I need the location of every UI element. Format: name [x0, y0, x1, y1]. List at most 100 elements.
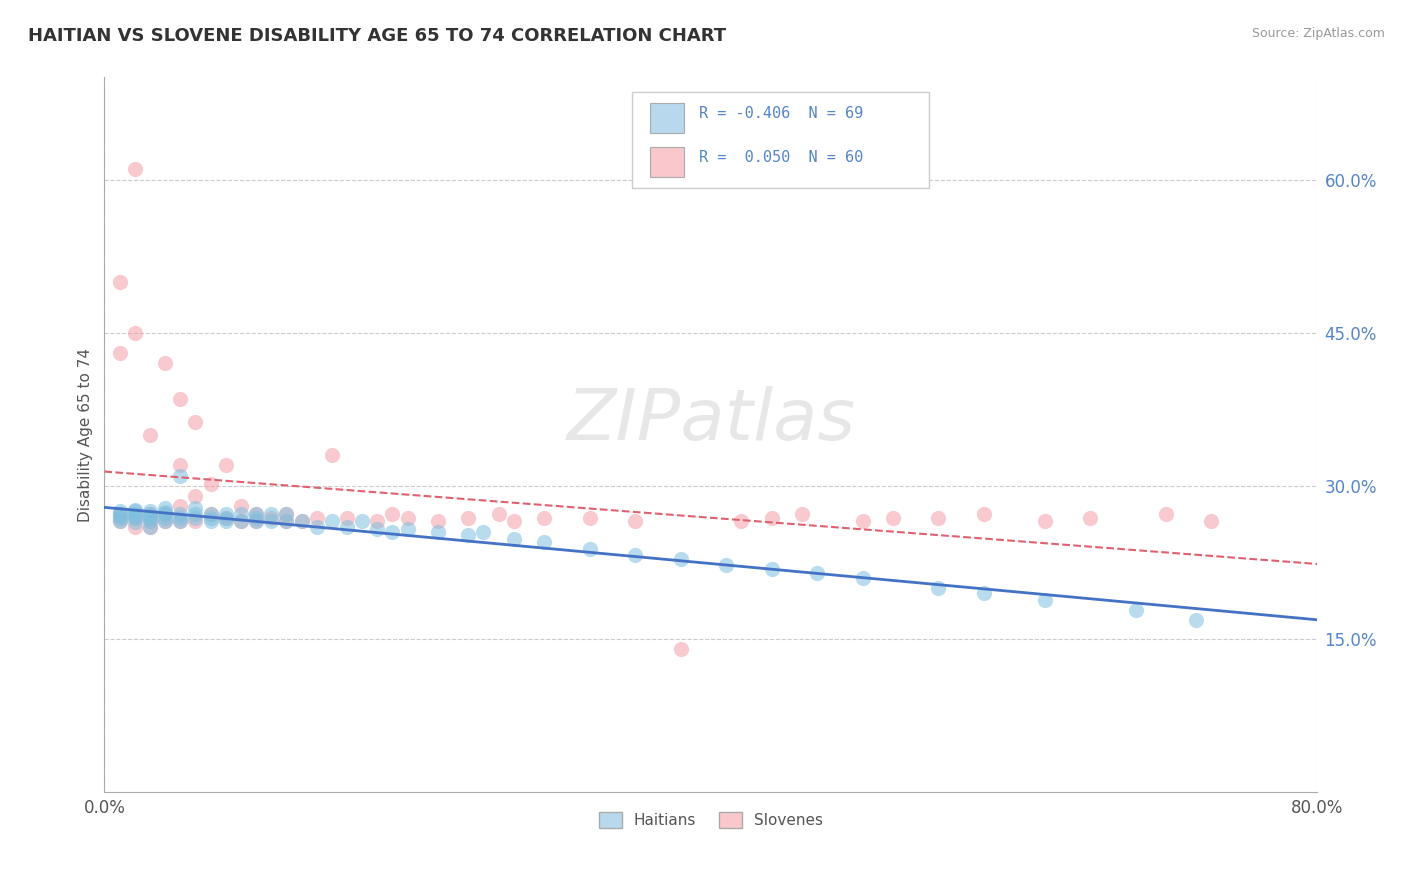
Point	[215, 515, 238, 529]
Point	[124, 162, 146, 177]
Point	[321, 515, 343, 529]
Point	[290, 515, 312, 529]
Point	[624, 515, 647, 529]
Point	[169, 515, 191, 529]
Point	[169, 392, 191, 406]
Point	[502, 532, 524, 546]
Point	[124, 509, 146, 524]
Point	[108, 509, 131, 524]
Point	[290, 515, 312, 529]
Point	[336, 519, 359, 533]
Point	[457, 527, 479, 541]
Point	[139, 515, 162, 529]
Point	[139, 427, 162, 442]
Point	[352, 515, 374, 529]
Point	[321, 448, 343, 462]
Point	[139, 508, 162, 522]
Point	[761, 562, 783, 576]
Point	[276, 508, 298, 522]
Point	[169, 511, 191, 525]
Point	[169, 499, 191, 513]
Point	[472, 524, 495, 539]
Point	[139, 511, 162, 525]
Point	[578, 511, 600, 525]
Point	[366, 522, 388, 536]
Text: R =  0.050  N = 60: R = 0.050 N = 60	[699, 151, 863, 165]
Point	[366, 515, 388, 529]
Point	[229, 499, 252, 513]
Point	[229, 515, 252, 529]
Legend: Haitians, Slovenes: Haitians, Slovenes	[592, 806, 830, 834]
Point	[245, 508, 267, 522]
Point	[124, 519, 146, 533]
Point	[488, 508, 510, 522]
Point	[851, 515, 873, 529]
Point	[108, 515, 131, 529]
Point	[427, 515, 450, 529]
Point	[108, 511, 131, 525]
Point	[882, 511, 904, 525]
Point	[245, 508, 267, 522]
Point	[108, 508, 131, 522]
Point	[153, 515, 176, 529]
Point	[669, 642, 692, 657]
Y-axis label: Disability Age 65 to 74: Disability Age 65 to 74	[79, 348, 93, 522]
Point	[153, 508, 176, 522]
Point	[124, 511, 146, 525]
Point	[305, 519, 328, 533]
Point	[153, 356, 176, 370]
Point	[578, 541, 600, 556]
Point	[427, 524, 450, 539]
Point	[153, 508, 176, 522]
Point	[169, 508, 191, 522]
Point	[927, 511, 949, 525]
Point	[108, 504, 131, 518]
Point	[714, 558, 737, 573]
Point	[229, 515, 252, 529]
Point	[276, 508, 298, 522]
FancyBboxPatch shape	[651, 147, 685, 178]
Point	[139, 519, 162, 533]
Point	[139, 509, 162, 524]
Point	[457, 511, 479, 525]
Point	[153, 511, 176, 525]
Point	[139, 519, 162, 533]
Point	[1154, 508, 1177, 522]
Point	[184, 501, 207, 516]
Point	[669, 552, 692, 566]
Point	[215, 458, 238, 473]
Point	[184, 508, 207, 522]
Point	[381, 524, 404, 539]
Point	[169, 468, 191, 483]
Point	[153, 515, 176, 529]
Point	[624, 548, 647, 562]
Point	[200, 511, 222, 525]
Point	[124, 504, 146, 518]
Point	[108, 275, 131, 289]
Point	[215, 508, 238, 522]
Point	[973, 508, 995, 522]
Text: R = -0.406  N = 69: R = -0.406 N = 69	[699, 106, 863, 121]
Point	[1201, 515, 1223, 529]
Point	[124, 326, 146, 340]
Point	[806, 566, 828, 580]
Point	[108, 346, 131, 360]
Point	[245, 511, 267, 525]
Point	[124, 508, 146, 522]
FancyBboxPatch shape	[651, 103, 685, 133]
Point	[305, 511, 328, 525]
Point	[260, 515, 283, 529]
Point	[1125, 603, 1147, 617]
Point	[1078, 511, 1101, 525]
Point	[124, 503, 146, 517]
Point	[200, 508, 222, 522]
Point	[761, 511, 783, 525]
Point	[276, 515, 298, 529]
Point	[184, 515, 207, 529]
Point	[184, 511, 207, 525]
FancyBboxPatch shape	[633, 92, 929, 188]
Point	[184, 489, 207, 503]
Text: Source: ZipAtlas.com: Source: ZipAtlas.com	[1251, 27, 1385, 40]
Point	[108, 515, 131, 529]
Point	[215, 511, 238, 525]
